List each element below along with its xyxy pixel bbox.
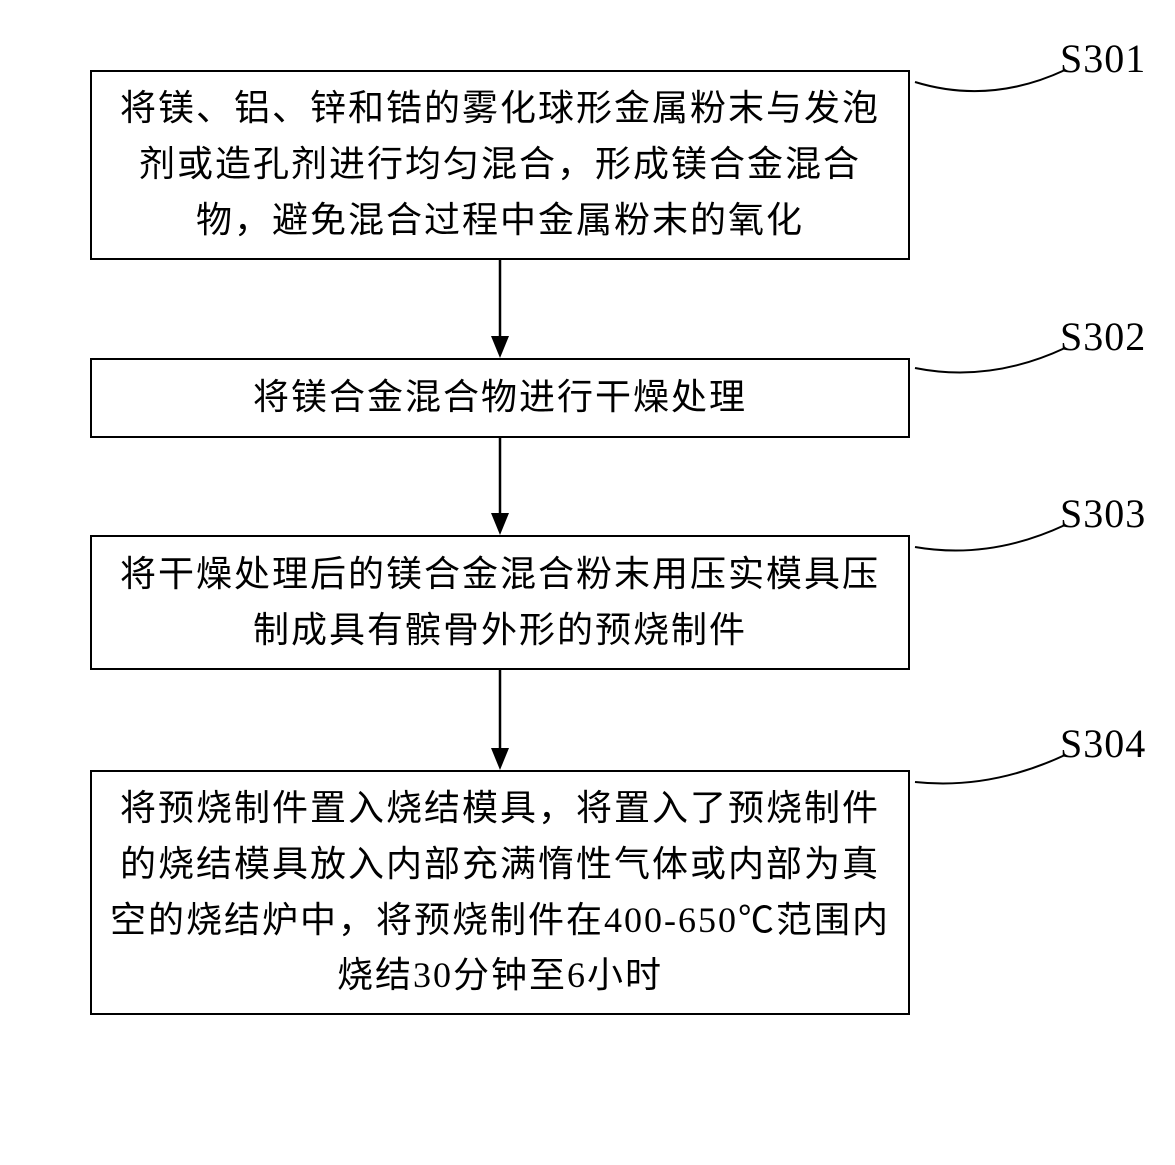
flow-step-s301: 将镁、铝、锌和锆的雾化球形金属粉末与发泡剂或造孔剂进行均匀混合，形成镁合金混合物…: [90, 70, 910, 260]
step-text: 将干燥处理后的镁合金混合粉末用压实模具压制成具有髌骨外形的预烧制件: [110, 547, 890, 659]
step-label-s302: S302: [1060, 313, 1146, 360]
flow-step-s302: 将镁合金混合物进行干燥处理: [90, 358, 910, 438]
step-label-s304: S304: [1060, 720, 1146, 767]
step-text: 将镁、铝、锌和锆的雾化球形金属粉末与发泡剂或造孔剂进行均匀混合，形成镁合金混合物…: [110, 81, 890, 248]
flow-step-s304: 将预烧制件置入烧结模具，将置入了预烧制件的烧结模具放入内部充满惰性气体或内部为真…: [90, 770, 910, 1015]
step-label-s301: S301: [1060, 35, 1146, 82]
step-text: 将预烧制件置入烧结模具，将置入了预烧制件的烧结模具放入内部充满惰性气体或内部为真…: [110, 781, 890, 1004]
flow-step-s303: 将干燥处理后的镁合金混合粉末用压实模具压制成具有髌骨外形的预烧制件: [90, 535, 910, 670]
step-text: 将镁合金混合物进行干燥处理: [253, 370, 747, 426]
flowchart-container: 将镁、铝、锌和锆的雾化球形金属粉末与发泡剂或造孔剂进行均匀混合，形成镁合金混合物…: [20, 20, 1155, 1125]
step-label-s303: S303: [1060, 490, 1146, 537]
